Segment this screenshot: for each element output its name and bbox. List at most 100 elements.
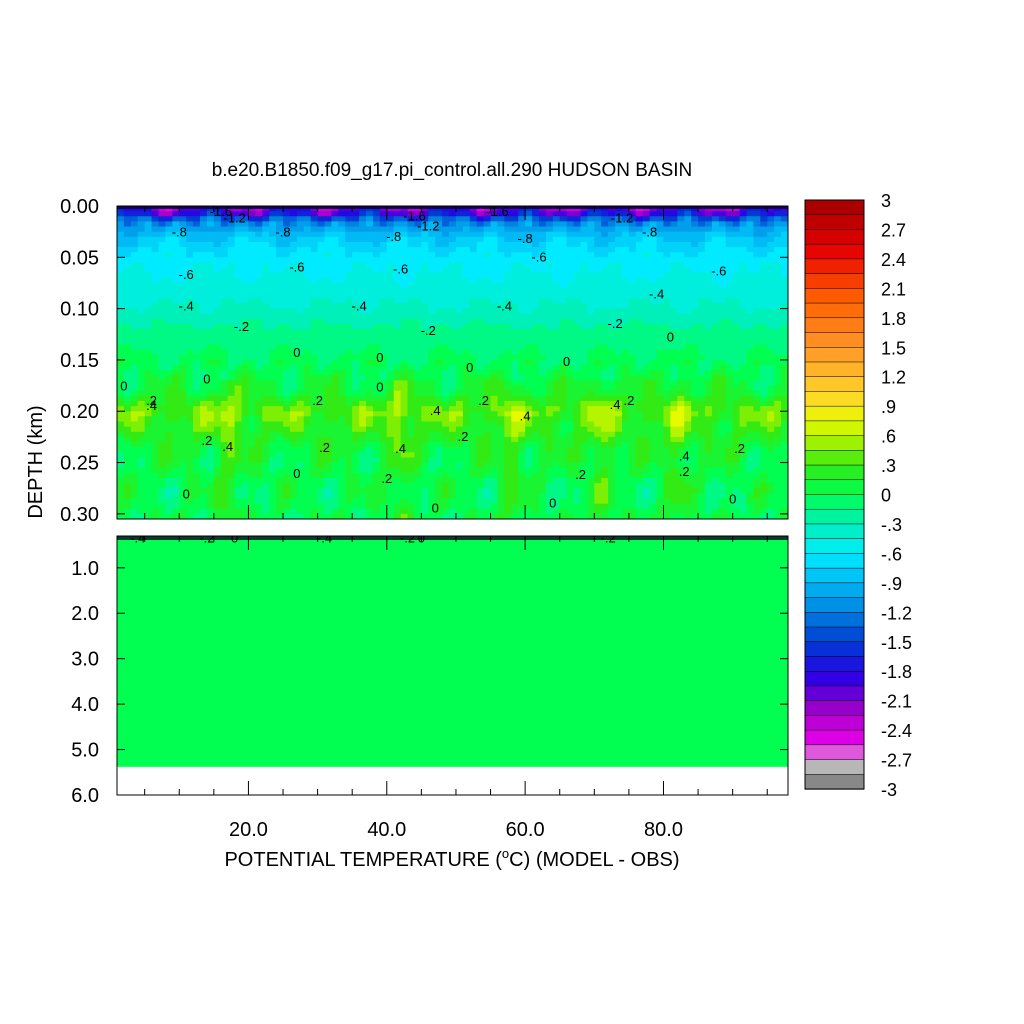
field-cell [158,354,167,361]
field-cell [262,272,270,279]
field-cell [663,365,671,371]
field-cell [449,406,457,412]
field-cell [193,324,201,330]
field-cell [545,493,554,500]
top-panel-field [117,206,788,519]
field-cell [248,344,256,351]
field-cell [504,380,512,387]
field-cell [130,298,139,305]
field-cell [566,308,575,315]
field-cell [283,334,291,341]
field-cell [151,354,160,361]
field-cell [193,477,201,484]
field-cell [317,462,326,469]
field-cell [628,498,637,505]
field-cell [580,400,588,407]
field-cell [573,513,582,519]
field-cell [601,395,609,402]
field-cell [262,365,270,371]
field-cell [538,339,547,346]
field-cell [123,452,132,459]
field-cell [213,406,222,412]
field-cell [538,231,547,238]
field-cell [677,272,685,279]
field-cell [615,477,623,484]
field-cell [117,339,125,346]
field-cell [324,211,333,217]
field-cell [379,477,388,484]
field-cell [580,442,588,448]
field-cell [186,298,194,305]
field-cell [372,277,381,284]
field-cell [476,447,485,453]
field-cell [449,267,457,274]
field-cell [255,411,263,417]
field-cell [117,344,125,351]
field-cell [483,262,492,269]
field-cell [462,385,471,392]
field-cell [179,431,187,438]
field-cell [608,339,616,346]
field-cell [525,211,533,217]
field-cell [483,416,492,423]
field-cell [317,400,326,407]
field-cell [352,226,360,233]
field-cell [130,277,139,284]
field-cell [497,298,505,305]
field-cell [670,344,678,351]
field-cell [345,272,353,279]
field-cell [158,288,167,294]
field-cell [628,375,637,382]
field-cell [158,457,167,464]
field-cell [559,339,568,346]
field-cell [276,416,284,423]
field-cell [172,226,180,233]
field-cell [269,324,277,330]
field-cell [407,308,416,315]
field-cell [504,241,512,248]
field-cell [227,375,236,382]
field-cell [303,247,312,253]
field-cell [538,298,547,305]
field-cell [165,380,173,387]
field-cell [642,257,651,264]
field-cell [455,400,464,407]
field-cell [504,395,512,402]
field-cell [573,385,582,392]
field-cell [670,236,678,243]
field-cell [580,390,588,397]
field-cell [200,318,208,325]
field-cell [255,221,263,228]
field-cell [400,416,409,423]
field-cell [566,267,575,274]
field-cell [608,349,616,356]
field-cell [220,472,229,479]
field-cell [504,334,512,341]
field-cell [442,406,450,412]
field-cell [324,477,333,484]
field-cell [117,390,125,397]
field-cell [670,303,678,310]
field-cell [158,349,167,356]
field-cell [276,303,284,310]
field-cell [538,472,547,479]
field-cell [241,513,250,519]
field-cell [317,216,326,222]
field-cell [663,411,671,417]
field-cell [483,390,492,397]
field-cell [677,313,685,320]
field-cell [220,477,229,484]
field-cell [656,282,665,289]
field-cell [289,221,298,228]
field-cell [490,513,499,519]
field-cell [248,395,256,402]
field-cell [193,365,201,371]
field-cell [303,226,312,233]
field-cell [289,431,298,438]
field-cell [289,503,298,510]
field-cell [220,298,229,305]
field-cell [144,462,153,469]
field-cell [511,231,519,238]
field-cell [144,513,153,519]
field-cell [608,236,616,243]
